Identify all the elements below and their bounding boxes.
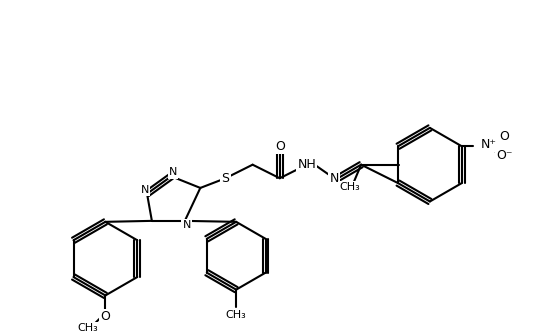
Text: N: N [183,220,191,230]
Text: S: S [221,172,230,185]
Text: CH₃: CH₃ [78,323,98,332]
Text: NH: NH [298,158,316,171]
Text: CH₃: CH₃ [226,310,246,320]
Text: N: N [169,167,177,177]
Text: O⁻: O⁻ [496,149,512,162]
Text: O: O [275,140,285,153]
Text: N: N [329,172,339,185]
Text: CH₃: CH₃ [339,182,360,192]
Text: N: N [141,185,149,195]
Text: O: O [499,130,509,143]
Text: N⁺: N⁺ [481,138,497,151]
Text: O: O [101,310,110,323]
